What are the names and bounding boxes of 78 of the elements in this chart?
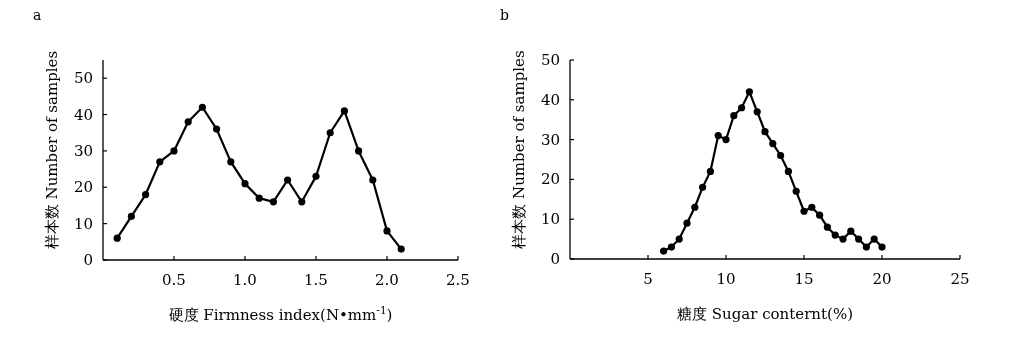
point (170, 147, 178, 155)
point (777, 151, 785, 160)
point (784, 167, 792, 176)
point (227, 158, 235, 166)
x-tick-label: 0.5 (162, 271, 186, 289)
point (142, 190, 150, 199)
point (745, 88, 753, 96)
y-tick-label: 50 (73, 69, 93, 88)
y-tick-label: 10 (540, 210, 560, 229)
y-tick-label: 0 (83, 251, 93, 269)
point (241, 180, 249, 188)
point (847, 227, 855, 235)
point (284, 176, 292, 184)
y-tick-label: 20 (73, 178, 93, 197)
point (691, 203, 699, 211)
point (113, 234, 121, 242)
x-tick-label: 25 (950, 270, 970, 288)
point (383, 227, 391, 235)
point (792, 187, 800, 195)
point (699, 183, 707, 191)
x-tick-label: 5 (643, 270, 653, 288)
point (312, 172, 320, 180)
x-tick-label: 1.5 (304, 271, 328, 289)
point (730, 112, 738, 120)
x-tick-label: 20 (872, 270, 892, 288)
y-tick-label: 40 (540, 90, 560, 109)
point (213, 125, 221, 133)
point (753, 108, 761, 116)
point (870, 235, 878, 243)
point (369, 176, 377, 184)
y-tick-label: 20 (540, 170, 560, 189)
x-tick-label: 1.0 (233, 271, 257, 289)
point (667, 243, 675, 251)
point (769, 139, 777, 148)
point (839, 235, 847, 243)
y-tick-label: 30 (540, 130, 560, 149)
point (706, 167, 714, 176)
point (326, 129, 334, 137)
chart-title: a (33, 7, 42, 23)
y-tick-label: 30 (73, 141, 93, 160)
point (855, 235, 863, 243)
y-tick-label: 50 (540, 51, 560, 69)
x-axis-title: 硬度 Firmness index(N•mm$^{-1}$) (168, 304, 393, 324)
point (355, 147, 363, 155)
point (878, 243, 886, 251)
y-axis-title: 样本数 Number of samples (43, 50, 61, 250)
point (255, 194, 263, 202)
point (298, 198, 306, 206)
y-tick-label: 40 (73, 105, 93, 124)
point (184, 118, 192, 126)
point (738, 104, 746, 112)
x-tick-label: 15 (794, 270, 814, 288)
point (683, 219, 691, 227)
point (831, 231, 839, 239)
x-tick-label: 2.0 (375, 271, 399, 289)
y-tick-label: 10 (73, 214, 93, 233)
x-tick-label: 2.5 (446, 271, 470, 289)
point (714, 132, 722, 140)
point (156, 158, 164, 166)
point (808, 203, 816, 211)
point (800, 207, 808, 215)
point (660, 247, 668, 255)
point (269, 198, 277, 206)
x-axis-title: 糖度 Sugar conternt(%) (676, 305, 854, 323)
point (761, 128, 769, 136)
point (816, 211, 824, 219)
x-tick-label: 10 (716, 270, 736, 288)
point (397, 245, 405, 253)
point (862, 243, 870, 251)
chart-title: b (500, 7, 509, 23)
y-tick-label: 0 (550, 250, 560, 268)
point (675, 235, 683, 243)
y-axis-title: 样本数 Number of samples (510, 50, 528, 249)
point (722, 136, 730, 144)
point (198, 103, 206, 111)
point (127, 212, 135, 220)
point (823, 223, 831, 231)
point (340, 107, 348, 115)
